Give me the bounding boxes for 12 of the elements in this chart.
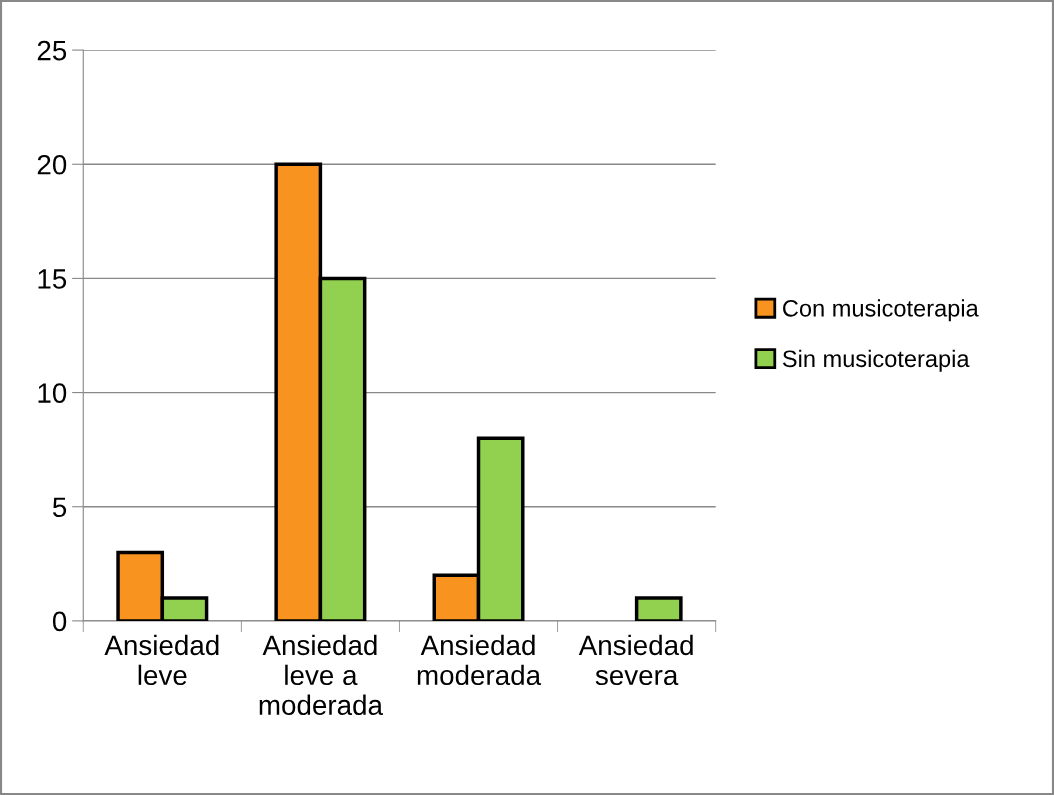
y-tick-label: 25 [37, 40, 67, 61]
y-tick-label: 0 [52, 611, 67, 632]
legend-label: Sin musicoterapia [782, 349, 970, 372]
y-tick-label: 5 [52, 497, 67, 518]
legend-label: Con musicoterapia [783, 299, 979, 322]
x-tick-label: Ansiedad moderada [417, 634, 542, 686]
y-tick-label: 15 [38, 269, 67, 289]
x-tick-label: Ansiedad severa [578, 634, 693, 686]
x-tick-label: Ansiedad leve a moderada [259, 634, 383, 716]
y-tick-label: 10 [38, 383, 67, 403]
x-tick-label: Ansiedad leve [104, 634, 219, 686]
y-tick-label: 20 [37, 154, 67, 175]
